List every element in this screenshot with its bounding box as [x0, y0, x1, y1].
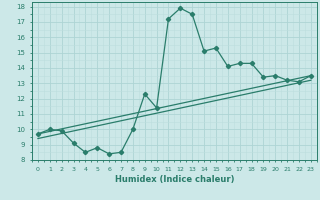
X-axis label: Humidex (Indice chaleur): Humidex (Indice chaleur): [115, 175, 234, 184]
